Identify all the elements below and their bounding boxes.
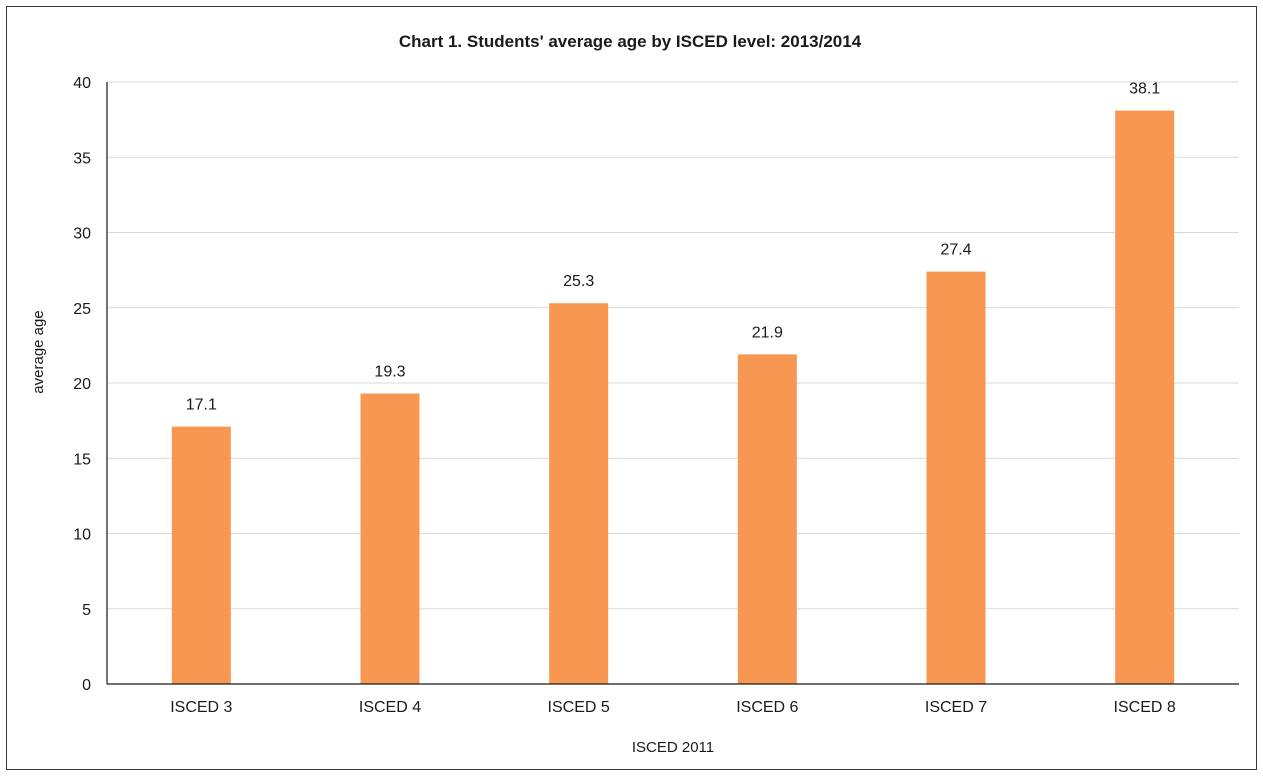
x-tick-label: ISCED 4 [359,699,421,716]
bar [171,426,231,684]
x-tick-label: ISCED 3 [170,699,232,716]
y-tick-label: 30 [73,226,91,243]
y-tick-label: 0 [82,677,91,694]
bar-data-label: 17.1 [186,397,217,414]
y-tick-label: 40 [73,75,91,92]
chart-title: Chart 1. Students' average age by ISCED … [399,32,862,51]
x-tick-label: ISCED 5 [548,699,610,716]
y-tick-label: 20 [73,376,91,393]
bar-data-label: 25.3 [563,273,594,290]
bar-data-label: 21.9 [752,324,783,341]
y-tick-label: 25 [73,301,91,318]
x-axis-ticks: ISCED 3 ISCED 4 ISCED 5 ISCED 6 ISCED 7 ISCED… [170,699,1176,716]
y-tick-label: 5 [82,602,91,619]
bar-data-label: 27.4 [940,242,971,259]
gridlines [107,81,1239,610]
bar [360,393,420,684]
bar [549,303,609,684]
y-tick-label: 35 [73,150,91,167]
x-tick-label: ISCED 8 [1114,699,1176,716]
bar [737,354,797,684]
bar [1115,110,1175,685]
x-tick-label: ISCED 6 [736,699,798,716]
bars [171,110,1175,685]
y-axis-ticks: 0 5 10 15 20 25 30 35 40 [73,75,91,694]
bar-data-label: 19.3 [374,364,405,381]
bar-data-label: 38.1 [1129,81,1160,98]
bar [926,271,986,684]
data-labels: 17.1 19.3 25.3 21.9 27.4 38.1 [186,81,1161,414]
y-axis-label: average age [30,310,47,393]
y-tick-label: 15 [73,451,91,468]
y-tick-label: 10 [73,527,91,544]
x-tick-label: ISCED 7 [925,699,987,716]
x-axis-label: ISCED 2011 [632,739,714,756]
